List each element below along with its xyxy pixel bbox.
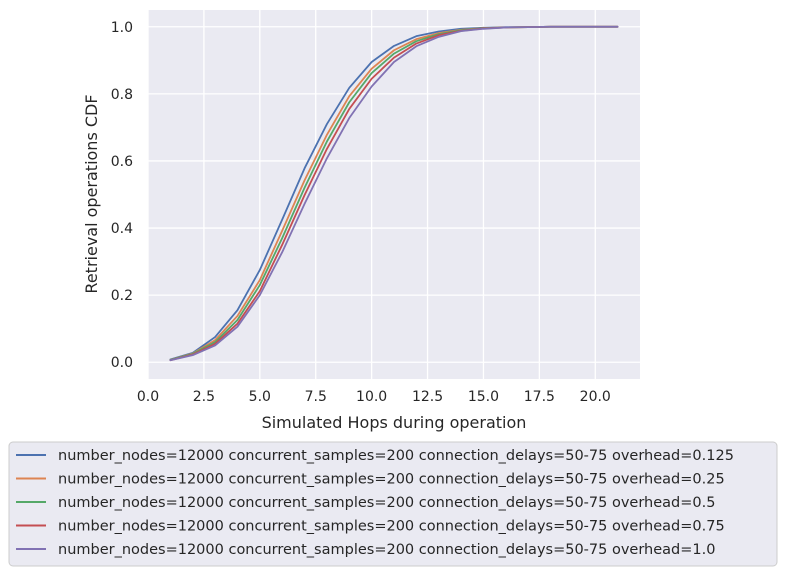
x-tick-labels: 0.0 2.5 5.0 7.5 10.0 12.5 15.0 17.5 20.0 bbox=[137, 389, 611, 405]
x-tick-label: 15.0 bbox=[468, 389, 499, 405]
legend: number_nodes=12000 concurrent_samples=20… bbox=[8, 441, 778, 567]
x-tick-label: 0.0 bbox=[137, 389, 159, 405]
legend-label-4: number_nodes=12000 concurrent_samples=20… bbox=[58, 519, 725, 535]
y-tick-labels: 0.0 0.2 0.4 0.6 0.8 1.0 bbox=[111, 20, 133, 371]
legend-label-3: number_nodes=12000 concurrent_samples=20… bbox=[58, 495, 715, 511]
y-tick-label: 0.8 bbox=[111, 87, 133, 103]
legend-items: number_nodes=12000 concurrent_samples=20… bbox=[16, 448, 734, 558]
y-tick-label: 1.0 bbox=[111, 20, 133, 36]
y-tick-label: 0.0 bbox=[111, 355, 133, 371]
x-tick-label: 10.0 bbox=[356, 389, 387, 405]
x-axis-label: Simulated Hops during operation bbox=[262, 413, 527, 432]
x-tick-label: 12.5 bbox=[412, 389, 443, 405]
x-tick-label: 2.5 bbox=[193, 389, 215, 405]
y-axis-label: Retrieval operations CDF bbox=[82, 94, 101, 293]
legend-label-2: number_nodes=12000 concurrent_samples=20… bbox=[58, 472, 725, 488]
legend-label-1: number_nodes=12000 concurrent_samples=20… bbox=[58, 448, 734, 464]
series-line-5 bbox=[169, 25, 619, 362]
grid bbox=[147, 10, 640, 379]
y-tick-label: 0.6 bbox=[111, 154, 133, 170]
x-tick-label: 20.0 bbox=[580, 389, 611, 405]
series-lines bbox=[169, 25, 619, 362]
y-tick-label: 0.4 bbox=[111, 221, 133, 237]
legend-label-5: number_nodes=12000 concurrent_samples=20… bbox=[58, 542, 715, 558]
y-tick-label: 0.2 bbox=[111, 288, 133, 304]
x-tick-label: 5.0 bbox=[249, 389, 271, 405]
x-tick-label: 7.5 bbox=[305, 389, 327, 405]
plot-area bbox=[148, 10, 640, 379]
legend-box bbox=[8, 441, 778, 567]
x-tick-label: 17.5 bbox=[524, 389, 555, 405]
